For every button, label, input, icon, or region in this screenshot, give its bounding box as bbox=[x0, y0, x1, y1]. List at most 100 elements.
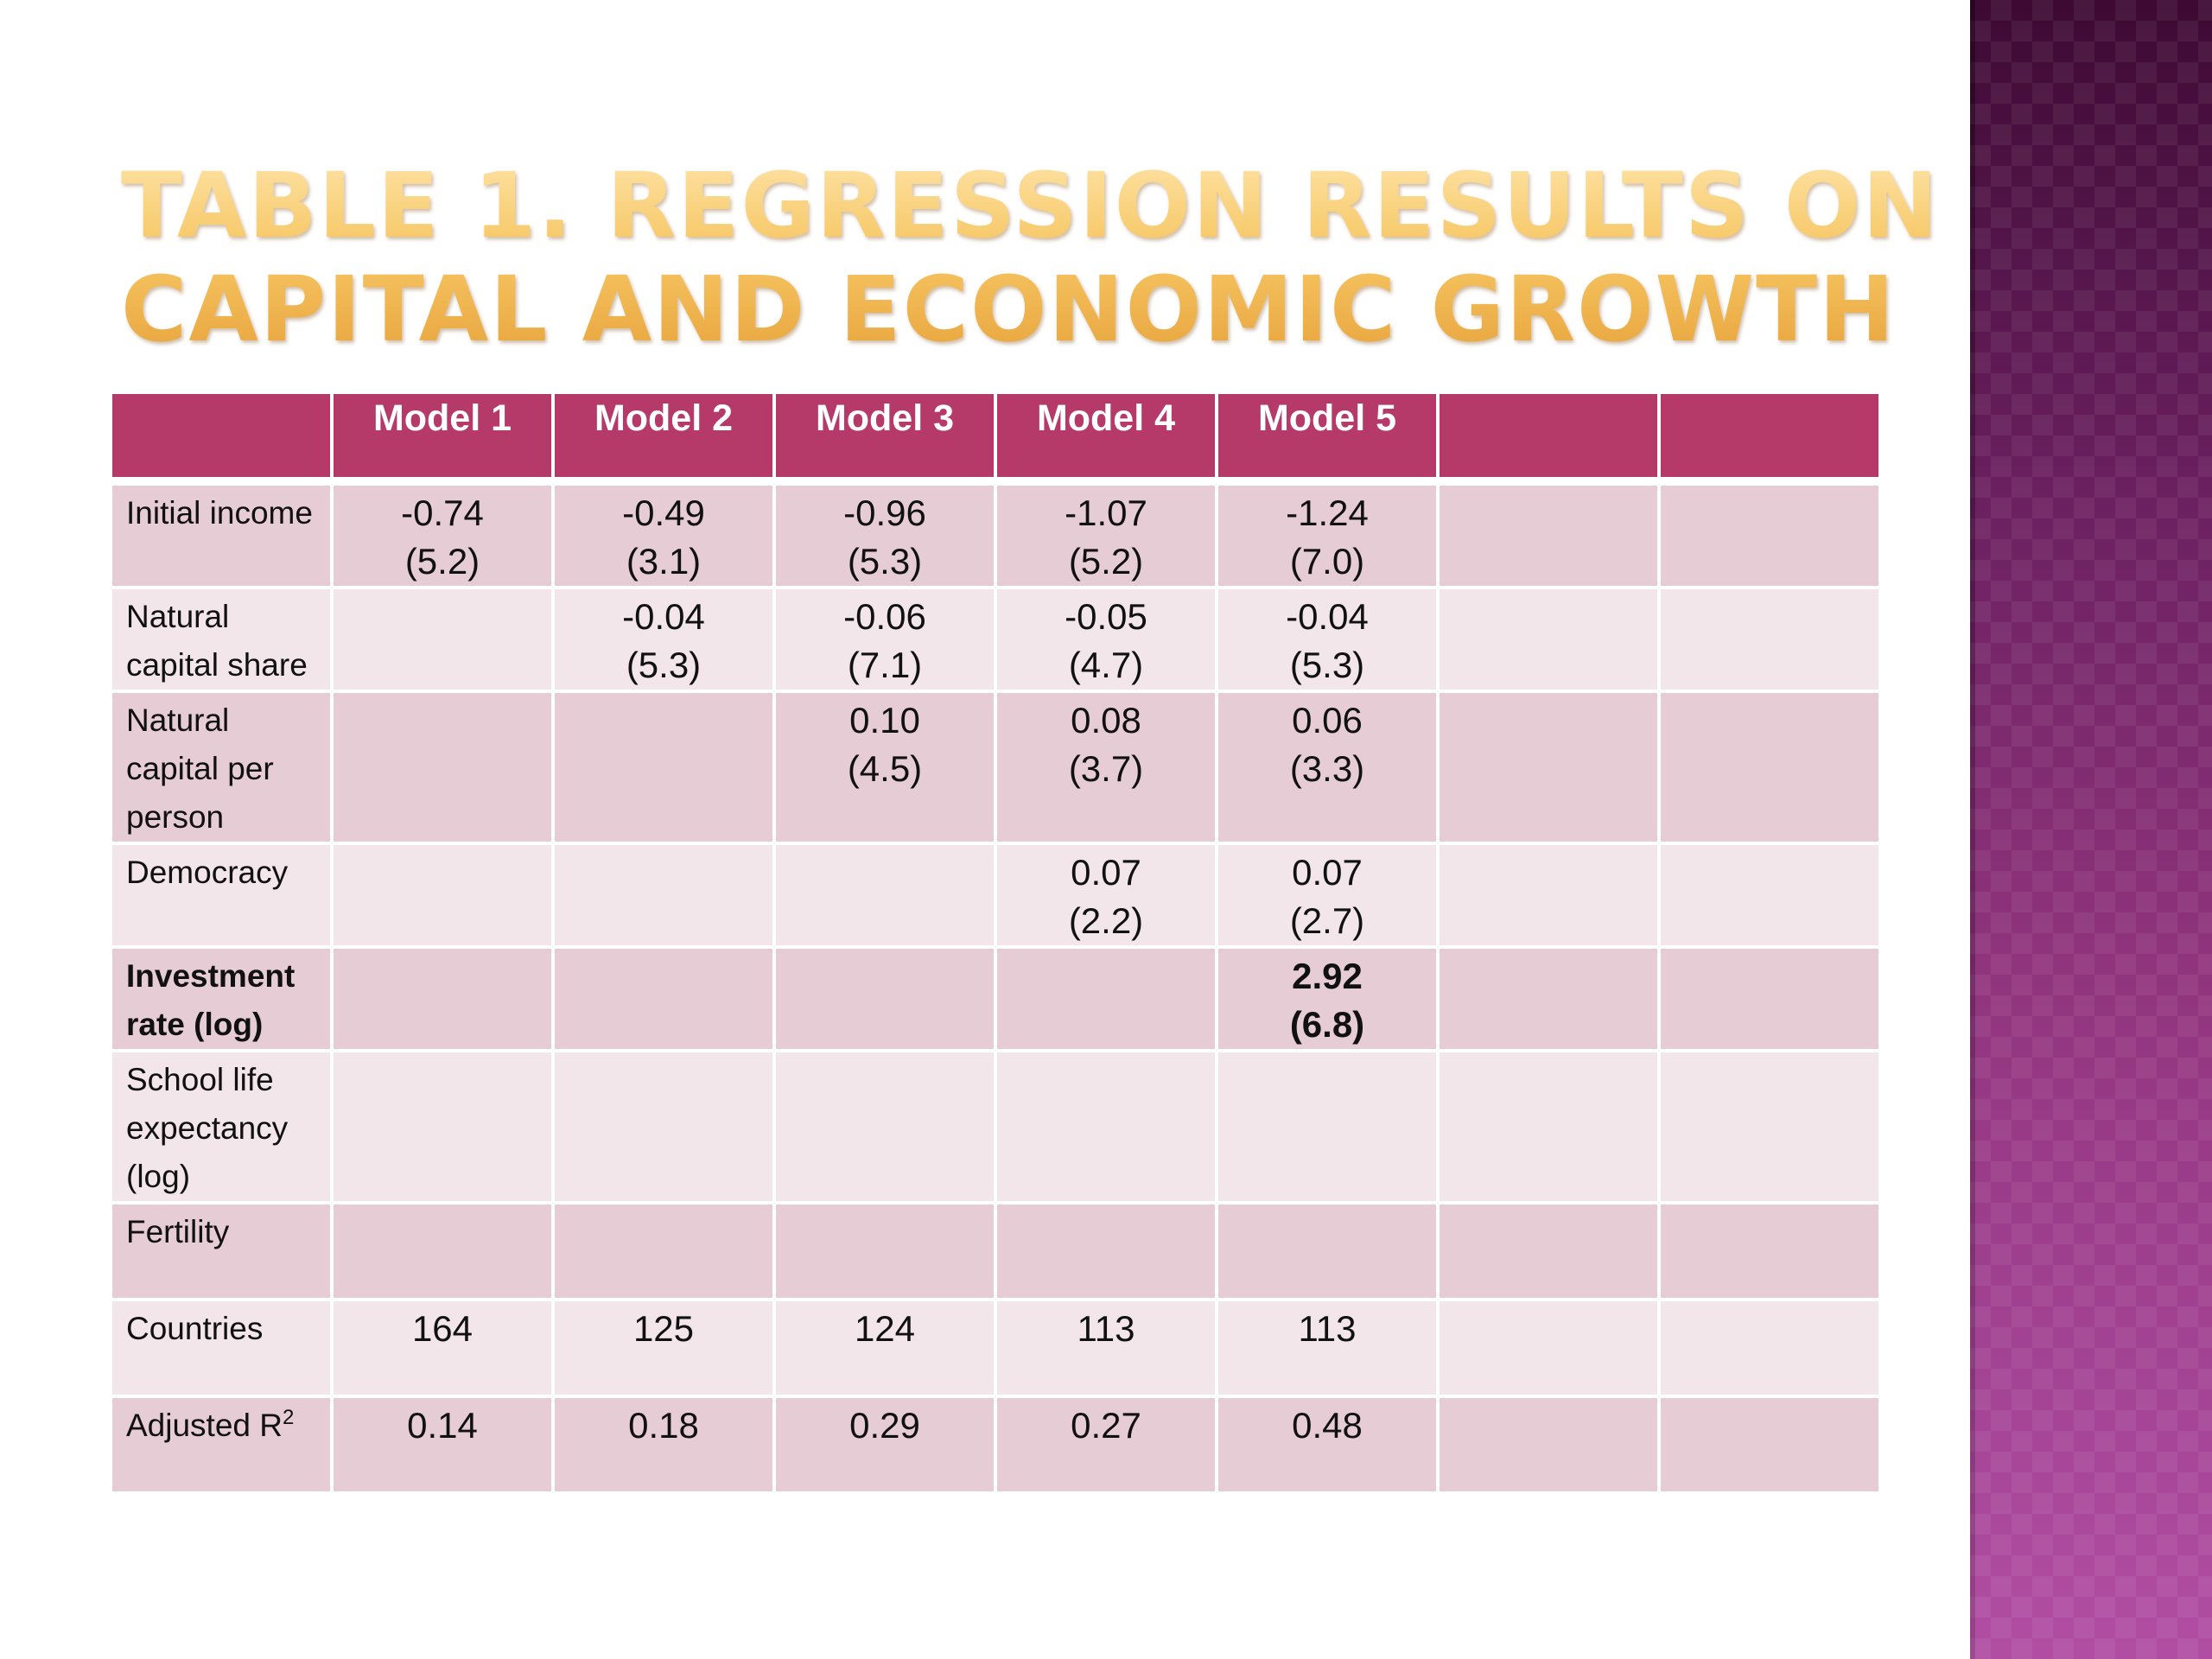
table-cell: 0.14 bbox=[334, 1398, 551, 1491]
row-label: Fertility bbox=[112, 1205, 330, 1298]
table-cell bbox=[1440, 949, 1657, 1049]
header-cell-empty-7 bbox=[1661, 394, 1878, 477]
count-value: 125 bbox=[632, 1308, 695, 1349]
table-cell bbox=[1661, 480, 1878, 586]
row-label: Initial income bbox=[112, 480, 330, 586]
t-statistic: (7.1) bbox=[847, 645, 923, 685]
t-statistic: (5.3) bbox=[1289, 645, 1365, 685]
table-cell bbox=[555, 1205, 772, 1298]
header-cell-model-3: Model 3 bbox=[776, 394, 994, 477]
row-label-text: Adjusted R bbox=[126, 1408, 283, 1443]
table-cell: 2.92 (6.8) bbox=[1218, 949, 1436, 1049]
table-cell bbox=[334, 949, 551, 1049]
table-cell: -0.05 (4.7) bbox=[997, 589, 1215, 690]
header-cell-corner bbox=[112, 394, 330, 477]
header-cell-model-1: Model 1 bbox=[334, 394, 551, 477]
t-statistic: (3.1) bbox=[626, 541, 702, 582]
t-statistic: (4.5) bbox=[847, 748, 923, 789]
table-cell bbox=[776, 845, 994, 945]
table-row-fertility: Fertility bbox=[112, 1205, 1878, 1298]
table-cell: -0.74 (5.2) bbox=[334, 480, 551, 586]
table-header-row: Model 1 Model 2 Model 3 Model 4 Model 5 bbox=[112, 394, 1878, 477]
row-label: Adjusted R2 bbox=[112, 1398, 330, 1491]
r2-value: 0.29 bbox=[849, 1405, 920, 1446]
table-cell bbox=[1440, 693, 1657, 842]
coefficient: -0.05 bbox=[1065, 596, 1147, 637]
table-row-natural-capital-per-person: Natural capital per person 0.10 (4.5) 0.0… bbox=[112, 693, 1878, 842]
table-cell bbox=[1440, 480, 1657, 586]
table-cell bbox=[776, 949, 994, 1049]
table-cell bbox=[997, 949, 1215, 1049]
table-cell bbox=[776, 1052, 994, 1201]
table-cell bbox=[555, 949, 772, 1049]
row-label: Natural capital per person bbox=[112, 693, 330, 842]
coefficient: 2.92 bbox=[1292, 956, 1363, 996]
coefficient: -0.49 bbox=[622, 493, 705, 533]
header-cell-model-2: Model 2 bbox=[555, 394, 772, 477]
table-row-investment-rate: Investment rate (log) 2.92 (6.8) bbox=[112, 949, 1878, 1049]
table-cell bbox=[1440, 1205, 1657, 1298]
table-cell: 0.10 (4.5) bbox=[776, 693, 994, 842]
t-statistic: (4.7) bbox=[1068, 645, 1144, 685]
table-cell: 0.08 (3.7) bbox=[997, 693, 1215, 842]
table-cell bbox=[1661, 1205, 1878, 1298]
header-cell-empty-6 bbox=[1440, 394, 1657, 477]
coefficient: -0.04 bbox=[1286, 596, 1369, 637]
table-cell: 0.27 bbox=[997, 1398, 1215, 1491]
t-statistic: (5.3) bbox=[626, 645, 702, 685]
row-label: Natural capital share bbox=[112, 589, 330, 690]
row-label: School life expectancy (log) bbox=[112, 1052, 330, 1201]
table-cell bbox=[1440, 589, 1657, 690]
table-cell: 0.48 bbox=[1218, 1398, 1436, 1491]
table-cell: 125 bbox=[555, 1301, 772, 1395]
t-statistic: (5.2) bbox=[404, 541, 480, 582]
t-statistic: (2.2) bbox=[1068, 900, 1144, 941]
table-cell: 124 bbox=[776, 1301, 994, 1395]
coefficient: 0.08 bbox=[1071, 700, 1141, 741]
t-statistic: (5.3) bbox=[847, 541, 923, 582]
table-cell bbox=[555, 845, 772, 945]
count-value: 113 bbox=[1077, 1308, 1135, 1349]
table-cell bbox=[1661, 949, 1878, 1049]
table-cell: -1.07 (5.2) bbox=[997, 480, 1215, 586]
coefficient: -0.06 bbox=[843, 596, 926, 637]
table-cell bbox=[1661, 1398, 1878, 1491]
table-cell bbox=[334, 1052, 551, 1201]
header-cell-model-5: Model 5 bbox=[1218, 394, 1436, 477]
table-cell bbox=[997, 1052, 1215, 1201]
table-row-school-life-expectancy: School life expectancy (log) bbox=[112, 1052, 1878, 1201]
count-value: 113 bbox=[1298, 1308, 1357, 1349]
table-cell: -1.24 (7.0) bbox=[1218, 480, 1436, 586]
table-row-initial-income: Initial income -0.74 (5.2) -0.49 (3.1) -0.… bbox=[112, 480, 1878, 586]
table-cell bbox=[1218, 1205, 1436, 1298]
table-cell bbox=[1440, 1398, 1657, 1491]
row-label: Countries bbox=[112, 1301, 330, 1395]
table-row-democracy: Democracy 0.07 (2.2) 0.07 (2.7) bbox=[112, 845, 1878, 945]
table-cell bbox=[1440, 1301, 1657, 1395]
table-cell: 0.07 (2.2) bbox=[997, 845, 1215, 945]
table-cell: 113 bbox=[997, 1301, 1215, 1395]
coefficient: 0.07 bbox=[1292, 852, 1363, 893]
table-cell bbox=[334, 845, 551, 945]
table-cell bbox=[1218, 1052, 1436, 1201]
table-cell bbox=[1661, 1301, 1878, 1395]
table-cell: -0.96 (5.3) bbox=[776, 480, 994, 586]
table-cell bbox=[334, 1205, 551, 1298]
table-cell: -0.04 (5.3) bbox=[1218, 589, 1436, 690]
table-cell bbox=[334, 693, 551, 842]
t-statistic: (3.3) bbox=[1289, 748, 1365, 789]
table-cell bbox=[555, 693, 772, 842]
coefficient: -0.04 bbox=[622, 596, 705, 637]
r2-value: 0.18 bbox=[628, 1405, 699, 1446]
table-cell bbox=[997, 1205, 1215, 1298]
table-cell bbox=[1661, 589, 1878, 690]
count-value: 164 bbox=[411, 1308, 474, 1349]
slide-title-line-1: Table 1. Regression results on Natural bbox=[121, 153, 1940, 258]
table-cell: 0.29 bbox=[776, 1398, 994, 1491]
table-cell: -0.49 (3.1) bbox=[555, 480, 772, 586]
r2-value: 0.14 bbox=[407, 1405, 478, 1446]
table-cell bbox=[1661, 1052, 1878, 1201]
table-cell: 0.18 bbox=[555, 1398, 772, 1491]
t-statistic: (2.7) bbox=[1289, 900, 1365, 941]
